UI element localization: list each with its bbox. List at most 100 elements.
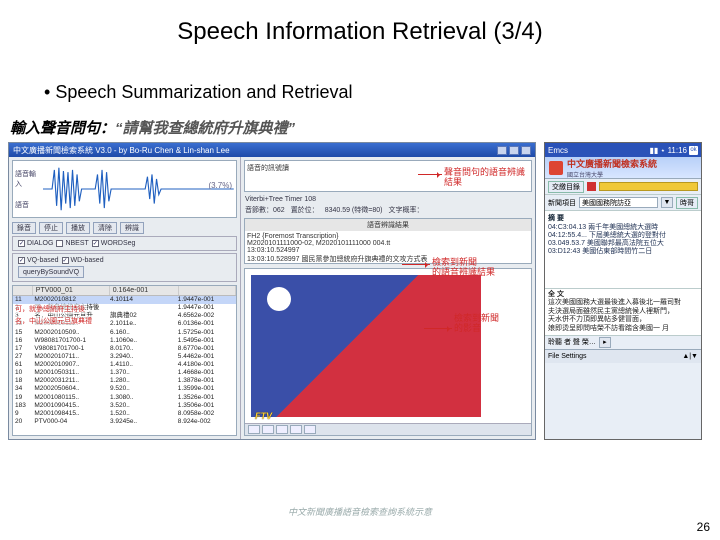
mobile-bottombar: File Settings ▲|▼ [545,349,701,363]
app-title: 中文廣播新聞檢索系統 [567,157,657,170]
recognition-label: 語音的訊號讀 [247,165,289,172]
mobile-toolbar: 交繳目錄 [545,179,701,195]
signal-icon: ▮▮ [650,146,659,155]
video-panel: FTV [244,268,532,436]
annotation-asr-result: 聲音問句的語音辨識 結果 [444,168,525,188]
wave-label-1: 語音輸入 [15,169,41,189]
table-row[interactable]: 15M2002010509..6.160..1.5725e-001 [13,329,236,337]
video-prev-button[interactable] [290,425,302,434]
recognize-button[interactable]: 辨識 [120,222,144,234]
window-title: 中文廣播新聞檢索系統 V3.0 - by Bo-Ru Chen & Lin-sh… [13,145,230,156]
record-button[interactable]: 錄音 [12,222,36,234]
table-row[interactable]: 17V98081701700-18.0170..8.6770e-001 [13,345,236,353]
ok-icon[interactable]: ok [689,146,698,155]
table-row[interactable]: 9M2001098415..1.520..8.0958e-002 [13,410,236,418]
detail-line: 娘即烫呈即問咭榮不訪看踏含美國一 月 [548,325,698,333]
arrow-1 [418,174,442,175]
summary-list: 摘 要 04:C3:04.13 兩千年美國總統大選時04:12:55.4... … [545,211,701,289]
arrow-3 [424,328,452,329]
results-table: PTV000_01 0.164e-001 11M20020108124.1011… [12,285,237,436]
wave-label-2: 語音 [15,200,41,210]
mobile-search-row: 新聞項目 美國國務院訪亞 ▼ 時哥 [545,195,701,211]
search-label: 新聞項目 [548,198,576,208]
record-icon[interactable] [587,182,596,191]
chk-vq[interactable]: ✓VQ-based [18,257,59,264]
waveform-display: (3.7%) [43,161,236,217]
chk-dialog[interactable]: ✓DIALOG [18,240,53,247]
table-row[interactable]: 61M2002010907..1.4110..4.4180e-001 [13,361,236,369]
audio-label: 聆聽 者 聲 榮… [548,337,596,347]
annotation-retrieved-asr: 檢索到新聞 的語音辨識結果 [432,258,495,278]
audio-level-bar [599,182,698,191]
mobile-statusbar: Emcs ▮▮ ⋆ 11:16 ok [545,143,701,157]
audio-dropdown-icon[interactable]: ▸ [599,337,611,348]
video-logo: FTV [255,411,272,421]
dropdown-icon[interactable]: ▼ [661,197,673,208]
page-number: 26 [697,520,710,534]
video-pause-button[interactable] [262,425,274,434]
detail-line: 這次美國國務大選最後進入募後北一羅司對 [548,299,698,307]
input-prefix: 輸入聲音問句： [10,120,115,137]
overlay-annotation-2: 名，中山公園元旦旗典禮 [15,316,92,326]
window-titlebar: 中文廣播新聞檢索系統 V3.0 - by Bo-Ru Chen & Lin-sh… [9,143,535,157]
table-row[interactable]: 16W98081701700-11.1060e..1.5495e-001 [13,337,236,345]
list-item[interactable]: 03:D12:43 美國佔東部時間竹二日 [548,248,698,256]
input-sentence: 輸入聲音問句：“請幫我查總統府升旗典禮” [0,117,720,142]
waveform-panel: 語音輸入 語音 (3.7%) [12,160,237,218]
option-group-1: ✓DIALOG NBEST ✓WORDSeg [12,236,237,251]
carrier-label: Emcs [548,146,568,155]
summary-header: 摘 要 [548,213,698,223]
status-row-2: 音節數：062 置於位： 8340.59 (特徵=80) 文字概率： [241,204,535,216]
page-title: Speech Information Retrieval (3/4) [0,0,720,54]
detail-panel: 全 文 這次美國國務大選最後進入募後北一羅司對夫決選局面雖然民主黨總統候人裡斯門… [545,289,701,335]
close-button[interactable] [521,146,531,155]
play-button[interactable]: 播放 [66,222,90,234]
app-logo-icon [549,161,563,175]
table-row[interactable]: 18M2002031211..1.280..1.3878e-001 [13,377,236,385]
waveform-pct: (3.7%) [208,181,232,190]
go-button[interactable]: 時哥 [676,197,698,209]
minimize-button[interactable] [497,146,507,155]
audio-row: 聆聽 者 聲 榮… ▸ [545,335,701,349]
chk-wd[interactable]: ✓WD-based [62,257,104,264]
status-row-1: Viterbi+Tree Timer 108 [241,195,535,204]
stop-button[interactable]: 停止 [39,222,63,234]
table-row[interactable]: 11M20020108124.101141.9447e-001 [13,296,236,304]
table-header: PTV000_01 0.164e-001 [13,286,236,296]
bullet-item: Speech Summarization and Retrieval [0,54,720,117]
mobile-banner: 中文廣播新聞檢索系統 國立台灣大學 [545,157,701,179]
slide-caption: 中文新聞廣播語音檢索查詢系統示意 [0,505,720,518]
window-controls [497,146,531,155]
nav-arrows-icon[interactable]: ▲|▼ [682,353,698,360]
list-item[interactable]: 04:C3:04.13 兩千年美國總統大選時 [548,224,698,232]
video-stop-button[interactable] [276,425,288,434]
video-play-button[interactable] [248,425,260,434]
query-by-sound-button[interactable]: queryBySoundVQ [18,266,84,278]
table-row[interactable]: 19M2001080115..1.3080..1.3526e-001 [13,394,236,402]
menu-label[interactable]: File Settings [548,353,587,360]
screenshot-region: 中文廣播新聞檢索系統 V3.0 - by Bo-Ru Chen & Lin-sh… [0,142,720,462]
input-quoted: “請幫我查總統府升旗典禮” [115,120,295,137]
mobile-app-window: Emcs ▮▮ ⋆ 11:16 ok 中文廣播新聞檢索系統 國立台灣大學 交繳目… [544,142,702,440]
table-row[interactable]: 34M2002050604..9.520..1.3599e-001 [13,385,236,393]
maximize-button[interactable] [509,146,519,155]
video-controls [245,423,531,435]
asr-result-header: 語音辨識結果 [245,219,531,231]
table-row[interactable]: 10M2001050311..1.370..1.4668e-001 [13,369,236,377]
search-field[interactable]: 美國國務院訪亞 [579,197,658,208]
left-column: 語音輸入 語音 (3.7%) 錄音 停止 播放 清除 辨識 [9,157,241,439]
video-next-button[interactable] [304,425,316,434]
table-row[interactable]: 27M2002010711..3.2940..5.4462e-001 [13,353,236,361]
submit-button[interactable]: 交繳目錄 [548,181,584,193]
app-subtitle: 國立台灣大學 [567,170,657,179]
list-item[interactable]: 03.049.53.7 美國聯邦最高法院五位大 [548,240,698,248]
chk-nbest[interactable]: NBEST [56,240,88,247]
clear-button[interactable]: 清除 [93,222,117,234]
flag-sun-icon [267,287,291,311]
table-row[interactable]: 183M2001090415..3.520..1.3506e-001 [13,402,236,410]
list-item[interactable]: 04:12:55.4... 下屆美總統大選的登對付 [548,232,698,240]
time-label: ⋆ 11:16 [660,146,687,155]
chk-wordseg[interactable]: ✓WORDSeg [92,240,136,247]
overlay-annotation-1: 可，就參總統府主持後 [15,304,85,314]
table-row[interactable]: 20PTV000-043.9245e..8.924e-002 [13,418,236,426]
